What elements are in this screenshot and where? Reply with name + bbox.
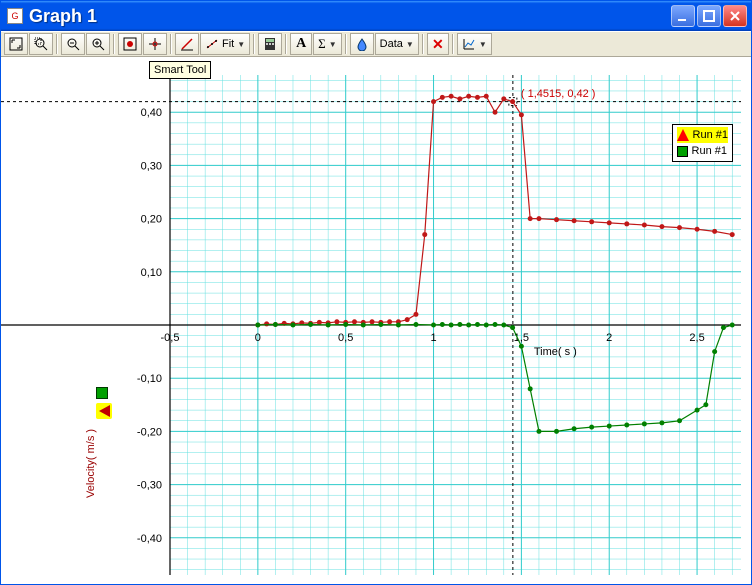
calculator-icon bbox=[263, 37, 277, 51]
point-icon bbox=[123, 37, 137, 51]
svg-text:0,40: 0,40 bbox=[141, 107, 162, 119]
svg-text:0: 0 bbox=[255, 332, 261, 344]
fit-label: Fit bbox=[222, 38, 234, 50]
toolbar: Fit▼ A Σ▼ Data▼ ✕ ▼ bbox=[1, 31, 751, 57]
svg-text:1: 1 bbox=[430, 332, 436, 344]
smart-tool-button[interactable] bbox=[143, 33, 167, 55]
settings-button[interactable]: ▼ bbox=[457, 33, 492, 55]
smart-tool-icon bbox=[148, 37, 162, 51]
stats-button[interactable]: Σ▼ bbox=[313, 33, 342, 55]
text-A-icon: A bbox=[296, 36, 306, 52]
y-axis-label: Velocity( m/s ) bbox=[85, 429, 97, 498]
side-series-markers bbox=[96, 387, 112, 419]
series-marker-triangle-wrap bbox=[96, 403, 112, 419]
svg-text:Time( s ): Time( s ) bbox=[534, 346, 577, 358]
svg-text:-0,40: -0,40 bbox=[137, 533, 162, 545]
color-button[interactable] bbox=[350, 33, 374, 55]
dropdown-icon: ▼ bbox=[329, 40, 337, 49]
app-window: G Graph 1 Fit▼ A Σ▼ bbox=[0, 0, 752, 585]
zoom-select-icon bbox=[34, 37, 48, 51]
delete-button[interactable]: ✕ bbox=[427, 33, 449, 55]
close-button[interactable] bbox=[723, 5, 747, 27]
slope-tool-button[interactable] bbox=[175, 33, 199, 55]
svg-text:0,10: 0,10 bbox=[141, 267, 162, 279]
dropdown-icon: ▼ bbox=[237, 40, 245, 49]
svg-text:-0,10: -0,10 bbox=[137, 373, 162, 385]
svg-text:2,5: 2,5 bbox=[689, 332, 704, 344]
maximize-button[interactable] bbox=[697, 5, 721, 27]
svg-text:0,5: 0,5 bbox=[338, 332, 353, 344]
point-tool-button[interactable] bbox=[118, 33, 142, 55]
zoom-in-icon bbox=[91, 37, 105, 51]
series-marker-triangle bbox=[99, 405, 110, 417]
zoom-out-button[interactable] bbox=[61, 33, 85, 55]
legend-item[interactable]: Run #1 bbox=[677, 127, 728, 143]
fit-button[interactable]: Fit▼ bbox=[200, 33, 250, 55]
series-marker-square bbox=[96, 387, 108, 399]
svg-text:-0,30: -0,30 bbox=[137, 480, 162, 492]
titlebar[interactable]: G Graph 1 bbox=[1, 1, 751, 31]
fit-icon bbox=[205, 37, 219, 51]
svg-text:0,20: 0,20 bbox=[141, 214, 162, 226]
svg-text:0,30: 0,30 bbox=[141, 160, 162, 172]
app-icon: G bbox=[7, 8, 23, 24]
dropdown-icon: ▼ bbox=[479, 40, 487, 49]
sigma-icon: Σ bbox=[318, 36, 326, 52]
chart-area[interactable]: -0,500,511,522,5-0,40-0,30-0,20-0,100,10… bbox=[1, 57, 751, 584]
zoom-select-button[interactable] bbox=[29, 33, 53, 55]
chart-svg: -0,500,511,522,5-0,40-0,30-0,20-0,100,10… bbox=[1, 58, 751, 584]
droplet-icon bbox=[355, 37, 369, 51]
zoom-in-button[interactable] bbox=[86, 33, 110, 55]
slope-icon bbox=[180, 37, 194, 51]
chart-settings-icon bbox=[462, 37, 476, 51]
legend-swatch bbox=[677, 129, 689, 141]
legend[interactable]: Run #1 Run #1 bbox=[672, 124, 733, 162]
legend-item[interactable]: Run #1 bbox=[677, 143, 728, 159]
autoscale-button[interactable] bbox=[4, 33, 28, 55]
dropdown-icon: ▼ bbox=[406, 40, 414, 49]
tooltip: Smart Tool bbox=[149, 61, 211, 79]
svg-text:2: 2 bbox=[606, 332, 612, 344]
minimize-button[interactable] bbox=[671, 5, 695, 27]
text-tool-button[interactable]: A bbox=[290, 33, 312, 55]
delete-icon: ✕ bbox=[432, 36, 444, 53]
legend-swatch bbox=[677, 146, 688, 157]
cursor-annotation: ( 1,4515, 0,42 ) bbox=[521, 88, 596, 100]
zoom-out-icon bbox=[66, 37, 80, 51]
svg-text:-0,20: -0,20 bbox=[137, 426, 162, 438]
svg-text:-0,5: -0,5 bbox=[161, 332, 180, 344]
autoscale-icon bbox=[9, 37, 23, 51]
window-title: Graph 1 bbox=[29, 6, 671, 27]
calculator-button[interactable] bbox=[258, 33, 282, 55]
data-button[interactable]: Data▼ bbox=[375, 33, 419, 55]
data-label: Data bbox=[380, 38, 403, 50]
legend-label: Run #1 bbox=[692, 145, 727, 157]
legend-label: Run #1 bbox=[693, 129, 728, 141]
